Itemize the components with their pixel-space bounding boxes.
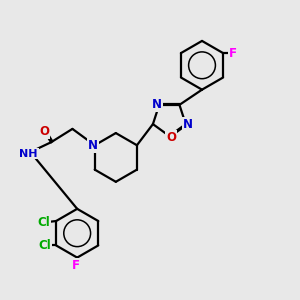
Text: N: N (152, 98, 162, 111)
Text: F: F (229, 46, 237, 60)
Text: O: O (39, 125, 50, 138)
Text: O: O (166, 131, 176, 144)
Text: N: N (88, 139, 98, 152)
Text: NH: NH (20, 148, 38, 159)
Text: F: F (72, 260, 80, 272)
Text: Cl: Cl (37, 216, 50, 229)
Text: Cl: Cl (38, 239, 51, 252)
Text: N: N (183, 118, 193, 130)
